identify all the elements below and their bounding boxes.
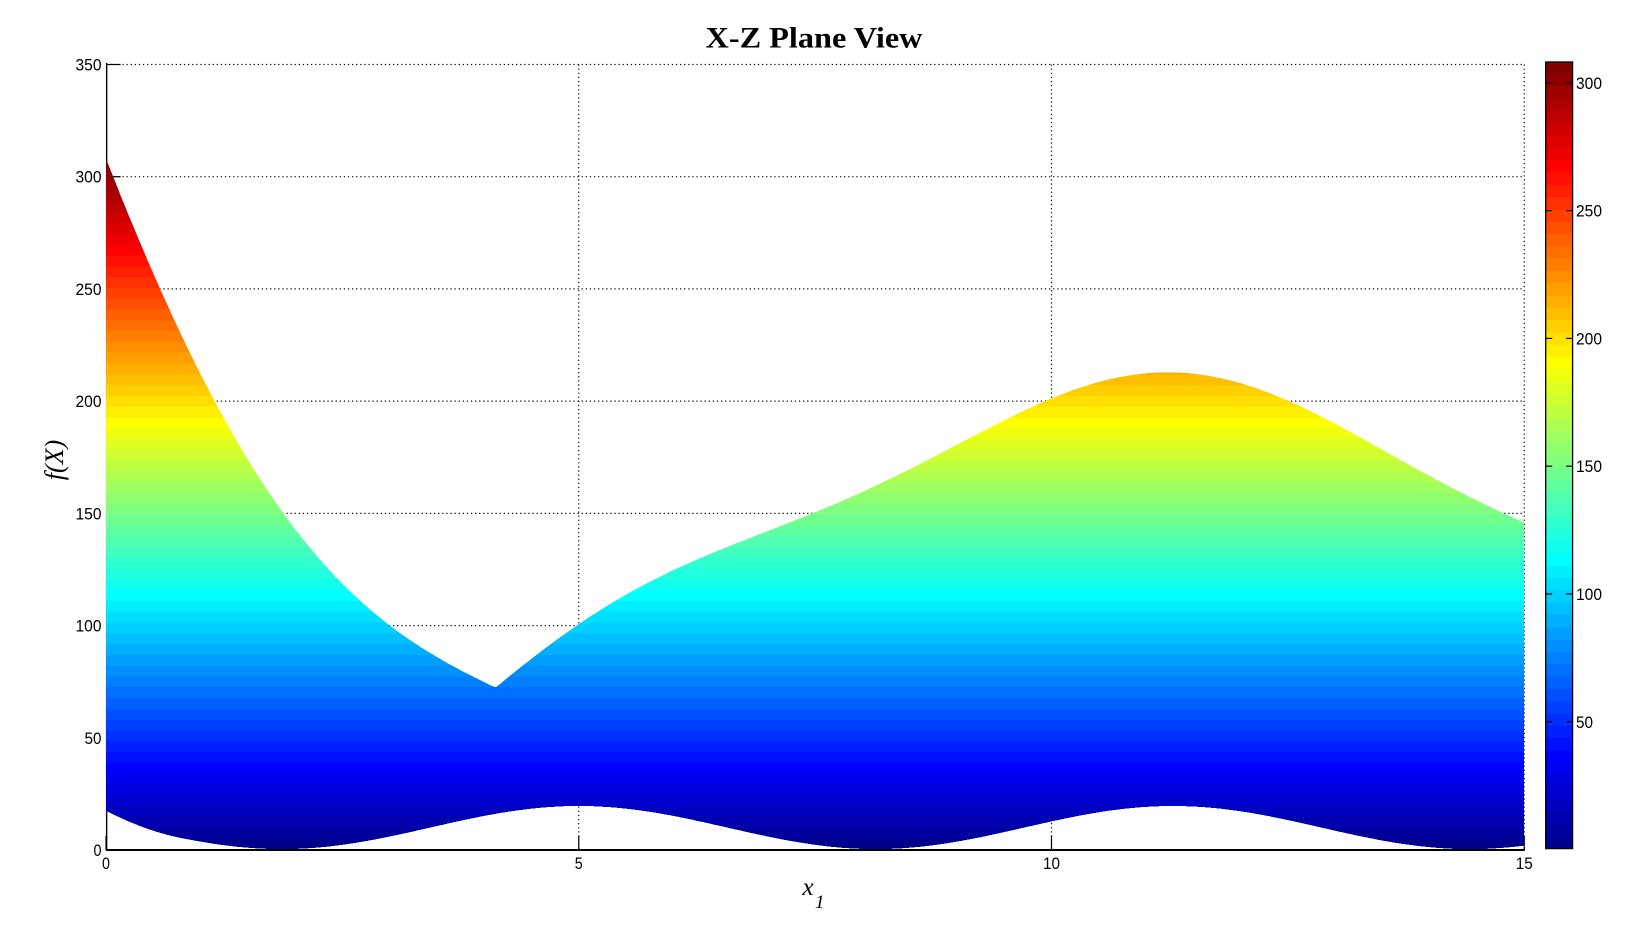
- svg-text:300: 300: [76, 168, 102, 187]
- svg-text:150: 150: [1576, 457, 1602, 476]
- svg-text:50: 50: [1576, 713, 1593, 732]
- svg-text:5: 5: [575, 854, 583, 873]
- svg-text:100: 100: [76, 617, 102, 636]
- svg-text:15: 15: [1516, 854, 1533, 873]
- svg-text:150: 150: [76, 504, 102, 523]
- svg-text:200: 200: [1576, 329, 1602, 348]
- svg-text:250: 250: [1576, 202, 1602, 221]
- svg-text:f(X): f(X): [40, 440, 69, 480]
- svg-text:300: 300: [1576, 74, 1602, 93]
- svg-text:X-Z Plane View: X-Z Plane View: [706, 22, 923, 55]
- svg-text:50: 50: [85, 729, 102, 748]
- svg-text:200: 200: [76, 392, 102, 411]
- svg-text:1: 1: [815, 892, 825, 913]
- svg-text:350: 350: [76, 56, 102, 75]
- svg-text:10: 10: [1043, 854, 1060, 873]
- svg-text:250: 250: [76, 280, 102, 299]
- svg-text:x: x: [801, 874, 813, 901]
- svg-text:0: 0: [102, 854, 110, 873]
- svg-text:0: 0: [94, 841, 102, 860]
- svg-text:100: 100: [1576, 585, 1602, 604]
